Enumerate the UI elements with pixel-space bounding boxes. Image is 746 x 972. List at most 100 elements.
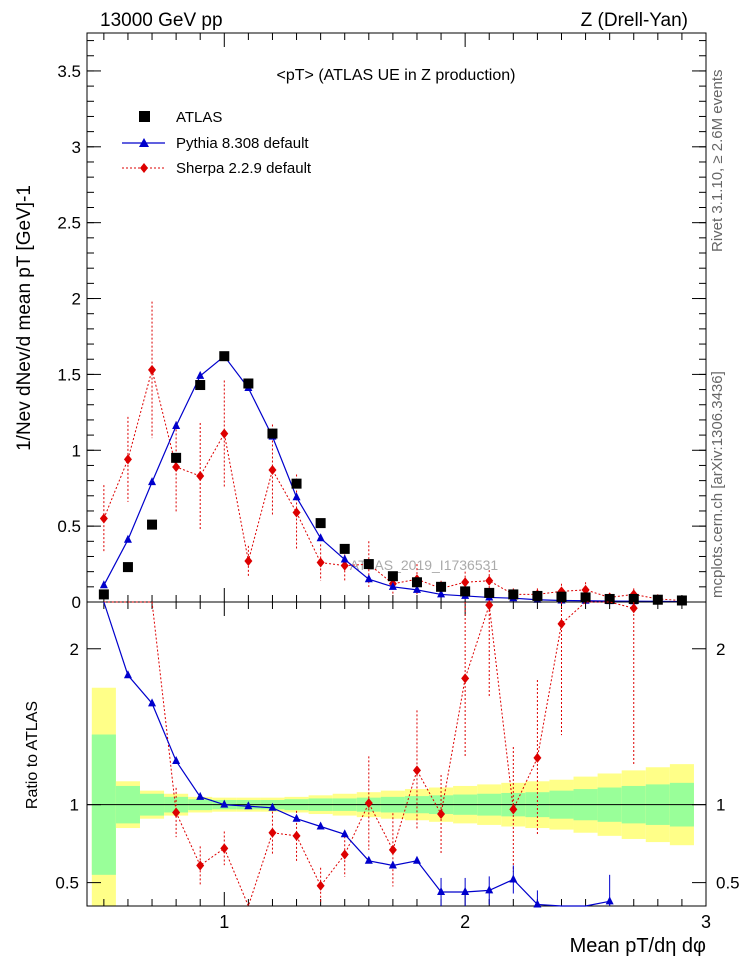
legend-atlas-label: ATLAS <box>176 109 222 126</box>
legend-pythia-marker <box>139 138 149 147</box>
x-tick-label: 2 <box>460 912 470 932</box>
ratio-pythia-point <box>605 896 614 905</box>
ratio-sherpa-point <box>437 809 446 820</box>
sherpa-point <box>99 513 108 524</box>
sherpa-point <box>148 364 157 375</box>
x-axis-label: Mean pT/dη dφ <box>570 935 706 957</box>
pythia-point <box>172 420 181 429</box>
atlas-point <box>122 562 133 573</box>
sherpa-point <box>123 454 132 465</box>
ratio-pythia-point <box>340 829 349 838</box>
legend-sherpa-label: Sherpa 2.2.9 default <box>176 160 312 177</box>
ratio-sherpa-point <box>196 860 205 871</box>
atlas-point <box>387 571 398 582</box>
ratio-frame <box>86 601 707 907</box>
pythia-point <box>412 584 421 593</box>
atlas-point <box>171 452 182 463</box>
ratio-pythia-point <box>509 874 518 883</box>
sherpa-point <box>292 507 301 518</box>
y-tick-label: 3 <box>72 138 81 157</box>
atlas-point <box>363 559 374 570</box>
atlas-point <box>219 351 230 362</box>
atlas-point <box>315 518 326 529</box>
legend: ATLAS Pythia 8.308 default Sherpa 2.2.9 … <box>122 109 312 177</box>
ratio-sherpa-point <box>316 880 325 891</box>
ratio-pythia-point <box>220 799 229 808</box>
sherpa-point <box>172 461 181 472</box>
atlas-point <box>98 589 109 600</box>
ratio-pythia-point <box>123 670 132 679</box>
y-tick-label: 2.5 <box>57 214 81 233</box>
ratio-y-tick-label: 1 <box>70 796 79 815</box>
atlas-point <box>460 586 471 597</box>
pythia-point <box>437 589 446 598</box>
ratio-pythia-point <box>388 860 397 869</box>
ratio-pythia-line <box>103 601 610 907</box>
pythia-point <box>292 492 301 501</box>
pythia-point <box>196 370 205 379</box>
ratio-sherpa-point <box>557 618 566 629</box>
y-axis-label: 1/Nev dNev/d mean pT [GeV]-1 <box>14 185 35 451</box>
atlas-point <box>556 591 567 602</box>
y-tick-label: 0 <box>72 593 81 612</box>
ratio-sherpa-point <box>292 830 301 841</box>
rivet-label: Rivet 3.1.10, ≥ 2.6M events <box>709 70 726 253</box>
pythia-point <box>148 477 157 486</box>
ratio-sherpa-point <box>364 798 373 809</box>
ratio-pythia-point <box>148 698 157 707</box>
ratio-pythia-point <box>485 885 494 894</box>
ratio-y-tick-label-right: 2 <box>716 640 725 659</box>
sherpa-point <box>461 577 470 588</box>
ratio-pythia-point <box>172 756 181 765</box>
atlas-point <box>243 378 254 389</box>
y-tick-label: 0.5 <box>57 517 81 536</box>
ratio-y-tick-label: 2 <box>70 640 79 659</box>
atlas-point <box>532 590 543 601</box>
ratio-sherpa-point <box>412 765 421 776</box>
ratio-pythia-point <box>533 899 542 908</box>
atlas-point <box>652 594 663 605</box>
atlas-point <box>676 595 687 606</box>
atlas-point <box>508 589 519 600</box>
sherpa-point <box>316 557 325 568</box>
ratio-pythia-point <box>268 802 277 811</box>
ratio-y-tick-label-right: 1 <box>716 796 725 815</box>
ratio-sherpa-point <box>388 844 397 855</box>
ratio-sherpa-point <box>172 807 181 818</box>
ratio-pythia-point <box>437 886 446 895</box>
pythia-point <box>99 580 108 589</box>
ratio-pythia-point <box>292 813 301 822</box>
y-tick-label: 3.5 <box>57 62 81 81</box>
main-plot: 0 0.5 1 1.5 2 2.5 3 3.5 <box>57 32 707 612</box>
atlas-point <box>436 581 447 592</box>
y-tick-label: 2 <box>72 290 81 309</box>
y-tick-label: 1 <box>72 441 81 460</box>
atlas-point <box>267 428 278 439</box>
atlas-point <box>604 593 615 604</box>
ratio-sherpa-point <box>629 603 638 614</box>
analysis-watermark: ATLAS_2019_I1736531 <box>350 557 499 573</box>
sherpa-point <box>340 560 349 571</box>
ratio-y-tick-label: 0.5 <box>55 874 79 893</box>
ratio-plot: 1 2 3 0.5 0.5 1 1 2 2 <box>55 600 740 932</box>
atlas-point <box>291 478 302 489</box>
sherpa-point <box>196 471 205 482</box>
pythia-point <box>340 554 349 563</box>
ratio-sherpa-point <box>340 849 349 860</box>
ratio-sherpa-point <box>461 673 470 684</box>
atlas-point <box>195 380 206 391</box>
ratio-pythia-point <box>364 855 373 864</box>
ratio-pythia-point <box>244 801 253 810</box>
legend-sherpa-marker <box>140 163 148 173</box>
atlas-point <box>580 592 591 603</box>
legend-pythia-label: Pythia 8.308 default <box>176 135 309 152</box>
ratio-y-tick-label-right: 0.5 <box>716 874 740 893</box>
chart-title: <pT> (ATLAS UE in Z production) <box>277 67 516 84</box>
ratio-pythia-point <box>316 821 325 830</box>
atlas-point <box>339 543 350 554</box>
atlas-point <box>484 587 495 598</box>
x-tick-label: 1 <box>219 912 229 932</box>
ratio-y-axis-label: Ratio to ATLAS <box>24 701 41 809</box>
ratio-sherpa-point <box>220 843 229 854</box>
